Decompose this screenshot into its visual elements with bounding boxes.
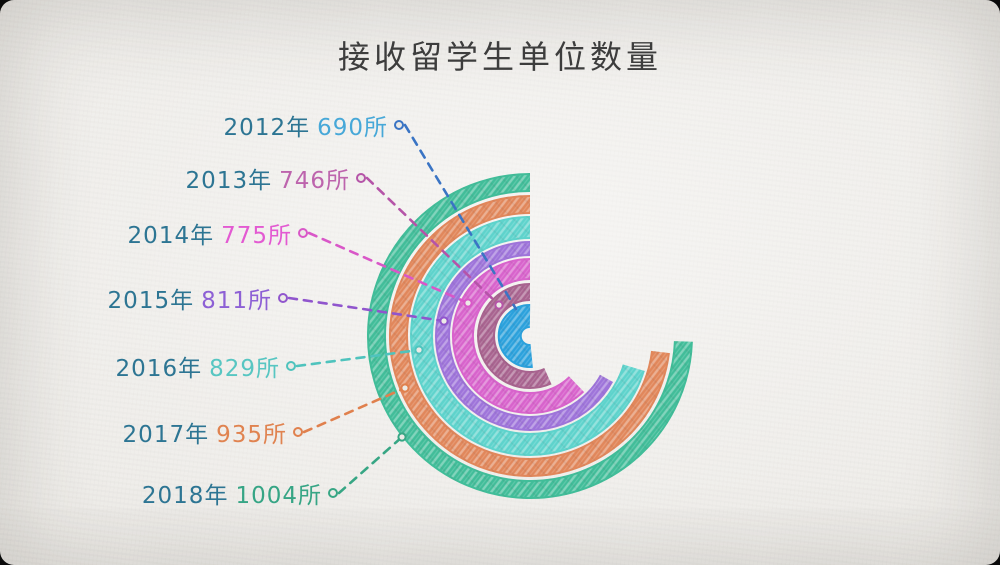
leader-dot-icon xyxy=(293,427,303,437)
ring-2015 xyxy=(434,241,614,431)
year-label-row-2013: 2013年 746所 xyxy=(0,161,350,195)
leader-end-dot-icon xyxy=(494,300,504,310)
leader-end-dot-icon xyxy=(414,345,424,355)
leader-line-2017 xyxy=(293,383,410,437)
ring-2017 xyxy=(388,195,670,477)
leader-end-dot-icon xyxy=(400,383,410,393)
value-label: 829所 xyxy=(209,356,280,382)
value-label: 690所 xyxy=(317,115,388,141)
year-label: 2016年 xyxy=(115,356,203,382)
value-label: 746所 xyxy=(279,168,350,194)
leader-line-2013 xyxy=(356,173,504,310)
leader-line-2014 xyxy=(298,228,473,308)
year-label-row-2014: 2014年 775所 xyxy=(0,216,292,250)
leader-dot-icon xyxy=(356,173,366,183)
year-label: 2017年 xyxy=(122,422,210,448)
value-label: 811所 xyxy=(201,288,272,314)
year-label: 2013年 xyxy=(185,168,273,194)
ring-2014 xyxy=(451,258,585,414)
year-label-row-2012: 2012年 690所 xyxy=(0,108,388,142)
year-label-row-2018: 2018年 1004所 xyxy=(0,476,322,510)
year-label: 2015年 xyxy=(107,288,195,314)
year-label-row-2016: 2016年 829所 xyxy=(0,349,280,383)
leader-line-2018 xyxy=(328,432,407,498)
leader-dot-icon xyxy=(286,361,296,371)
leader-line-2012 xyxy=(394,120,518,311)
ring-2018 xyxy=(367,173,693,499)
value-label: 775所 xyxy=(221,223,292,249)
leader-end-dot-icon xyxy=(397,432,407,442)
leader-dot-icon xyxy=(298,228,308,238)
leader-lines-group xyxy=(278,120,518,498)
year-label: 2018年 xyxy=(141,483,229,509)
leader-end-dot-icon xyxy=(439,316,449,326)
year-label: 2014年 xyxy=(127,223,215,249)
leader-line-2016 xyxy=(286,345,424,371)
chart-title: 接收留学生单位数量 xyxy=(337,38,662,76)
value-label: 935所 xyxy=(216,422,287,448)
leader-end-dot-icon xyxy=(463,298,473,308)
ring-2012 xyxy=(497,304,533,368)
leader-dot-icon xyxy=(278,293,288,303)
leader-line-2015 xyxy=(278,293,449,326)
ring-2016 xyxy=(410,216,645,456)
year-label-row-2017: 2017年 935所 xyxy=(0,415,287,449)
leader-dot-icon xyxy=(394,120,404,130)
value-label: 1004所 xyxy=(235,483,322,509)
leader-dot-icon xyxy=(328,488,338,498)
rings-group xyxy=(367,173,693,499)
year-label-row-2015: 2015年 811所 xyxy=(0,281,272,315)
year-label: 2012年 xyxy=(223,115,311,141)
